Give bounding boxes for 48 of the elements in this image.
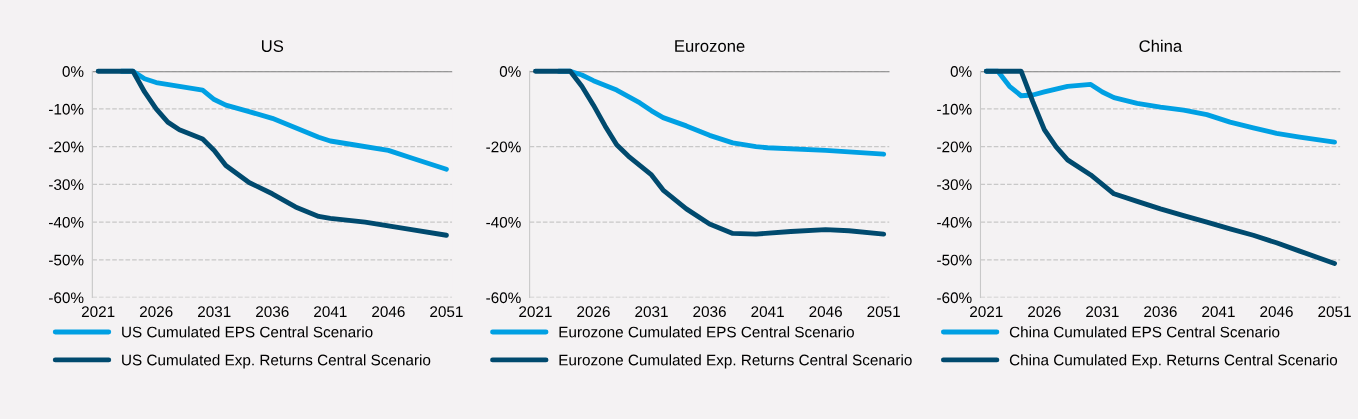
- x-tick-label: 2031: [635, 306, 668, 318]
- x-tick-label: 2026: [139, 306, 173, 318]
- legend-label: Eurozone Cumulated Exp. Returns Central Scenario: [559, 354, 912, 369]
- legend-label: US Cumulated Exp. Returns Central Scenario: [122, 354, 431, 369]
- x-tick-label: 2021: [519, 306, 552, 318]
- x-tick-label: 2031: [198, 306, 231, 318]
- x-tick-label: 2051: [430, 306, 463, 318]
- y-tick-label: -60%: [937, 292, 972, 304]
- x-tick-label: 2026: [1028, 306, 1061, 318]
- y-tick-label: -50%: [49, 254, 84, 266]
- y-tick-label: -10%: [49, 103, 84, 115]
- legend-label: China Cumulated Exp. Returns Central Scenario: [1009, 354, 1338, 369]
- x-tick-label: 2051: [1318, 306, 1351, 318]
- x-tick-label: 2041: [314, 306, 347, 318]
- x-tick-label: 2041: [751, 306, 784, 318]
- chart-title: China: [1139, 39, 1183, 52]
- y-tick-label: -20%: [937, 141, 972, 153]
- x-tick-label: 2021: [970, 306, 1003, 318]
- x-tick-label: 2036: [1144, 306, 1177, 318]
- chart-title: Eurozone: [675, 40, 745, 52]
- y-tick-label: -60%: [486, 292, 521, 304]
- x-tick-label: 2021: [81, 306, 115, 318]
- x-tick-label: 2046: [1260, 306, 1293, 318]
- x-tick-label: 2026: [577, 306, 610, 318]
- x-tick-label: 2046: [372, 306, 405, 318]
- chart-title: US: [261, 40, 284, 52]
- y-tick-label: -30%: [937, 179, 972, 191]
- legend-label: US Cumulated EPS Central Scenario: [122, 326, 373, 338]
- legend-label: China Cumulated EPS Central Scenario: [1009, 326, 1280, 338]
- y-tick-label: -30%: [49, 179, 84, 191]
- y-tick-label: -40%: [49, 216, 84, 228]
- x-tick-label: 2051: [867, 306, 900, 318]
- y-tick-label: -40%: [937, 216, 972, 228]
- y-tick-label: -60%: [49, 292, 84, 304]
- y-tick-label: 0%: [950, 66, 972, 77]
- y-tick-label: -50%: [937, 254, 972, 266]
- y-tick-label: -20%: [486, 141, 521, 153]
- x-tick-label: 2046: [809, 306, 842, 318]
- y-tick-label: -10%: [937, 103, 972, 115]
- y-tick-label: 0%: [499, 66, 521, 77]
- x-tick-label: 2031: [1086, 306, 1119, 318]
- y-tick-label: -20%: [49, 141, 84, 153]
- legend-label: Eurozone Cumulated EPS Central Scenario: [559, 326, 854, 338]
- y-tick-label: 0%: [62, 66, 84, 77]
- x-tick-label: 2036: [693, 306, 726, 318]
- x-tick-label: 2036: [256, 306, 289, 318]
- x-tick-label: 2041: [1202, 306, 1235, 318]
- y-tick-label: -40%: [486, 216, 521, 228]
